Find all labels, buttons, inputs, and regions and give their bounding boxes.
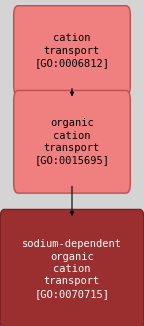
- FancyBboxPatch shape: [0, 209, 144, 326]
- Text: sodium-dependent
organic
cation
transport
[GO:0070715]: sodium-dependent organic cation transpor…: [22, 239, 122, 299]
- FancyBboxPatch shape: [14, 91, 130, 193]
- Text: organic
cation
transport
[GO:0015695]: organic cation transport [GO:0015695]: [35, 118, 109, 165]
- Text: cation
transport
[GO:0006812]: cation transport [GO:0006812]: [35, 33, 109, 68]
- FancyBboxPatch shape: [14, 6, 130, 96]
